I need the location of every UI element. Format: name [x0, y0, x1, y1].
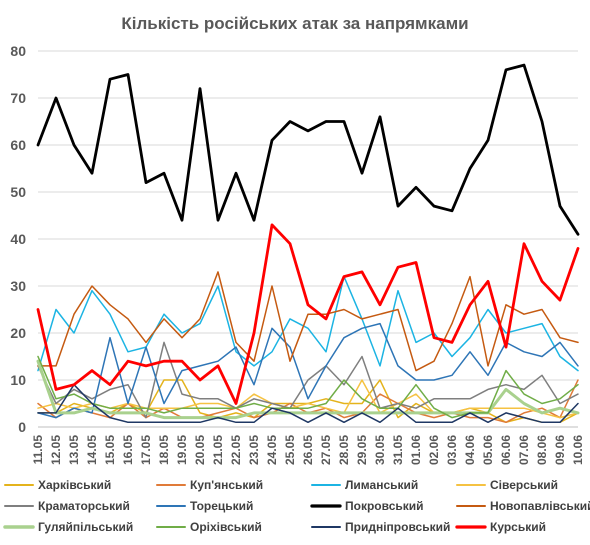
y-tick-label: 0 [18, 419, 26, 435]
y-tick-label: 10 [10, 372, 26, 388]
x-tick-label: 08.06 [535, 435, 549, 465]
x-tick-label: 28.05 [337, 435, 351, 465]
y-tick-label: 40 [10, 231, 26, 247]
x-tick-label: 12.05 [49, 435, 63, 465]
y-tick-label: 30 [10, 278, 26, 294]
x-tick-label: 25.05 [283, 435, 297, 465]
legend-label: Оріхівський [190, 520, 262, 534]
x-tick-label: 24.05 [265, 435, 279, 465]
y-tick-label: 70 [10, 90, 26, 106]
x-tick-label: 07.06 [517, 435, 531, 465]
x-tick-label: 26.05 [301, 435, 315, 465]
x-tick-label: 20.05 [193, 435, 207, 465]
legend-label: Харківський [38, 478, 111, 492]
legend-label: Покровський [345, 499, 424, 513]
legend-label: Торецький [190, 499, 253, 513]
x-tick-label: 31.05 [391, 435, 405, 465]
x-tick-label: 18.05 [157, 435, 171, 465]
x-tick-label: 01.06 [409, 435, 423, 465]
x-tick-label: 02.06 [427, 435, 441, 465]
legend-label: Сіверський [490, 478, 558, 492]
legend-label: Куп'янський [190, 478, 263, 492]
x-tick-label: 10.06 [571, 435, 585, 465]
x-tick-label: 15.05 [103, 435, 117, 465]
legend-label: Лиманський [345, 478, 418, 492]
x-tick-label: 14.05 [85, 435, 99, 465]
x-tick-label: 04.06 [463, 435, 477, 465]
x-tick-label: 05.06 [481, 435, 495, 465]
x-tick-label: 16.05 [121, 435, 135, 465]
x-axis: 11.05 12.05 13.05 14.05 15.05 16.05 17.05 18.05… [31, 435, 585, 465]
x-tick-label: 17.05 [139, 435, 153, 465]
x-tick-label: 03.06 [445, 435, 459, 465]
x-tick-label: 27.05 [319, 435, 333, 465]
legend-label: Гуляйпільський [38, 520, 133, 534]
x-tick-label: 19.05 [175, 435, 189, 465]
x-tick-label: 23.05 [247, 435, 261, 465]
x-tick-label: 21.05 [211, 435, 225, 465]
legend-label: Новопавлівський [490, 499, 590, 513]
legend-label: Придніпровський [345, 520, 450, 534]
y-tick-label: 60 [10, 137, 26, 153]
x-tick-label: 30.05 [373, 435, 387, 465]
chart-title: Кількість російських атак за напрямками [121, 14, 468, 33]
x-tick-label: 11.05 [31, 435, 45, 465]
x-tick-label: 13.05 [67, 435, 81, 465]
y-tick-label: 20 [10, 325, 26, 341]
x-tick-label: 22.05 [229, 435, 243, 465]
x-tick-label: 06.06 [499, 435, 513, 465]
legend-label: Курський [490, 520, 546, 534]
y-tick-label: 80 [10, 43, 26, 59]
y-tick-label: 50 [10, 184, 26, 200]
x-tick-label: 09.06 [553, 435, 567, 465]
legend-label: Краматорський [38, 499, 130, 513]
x-tick-label: 29.05 [355, 435, 369, 465]
